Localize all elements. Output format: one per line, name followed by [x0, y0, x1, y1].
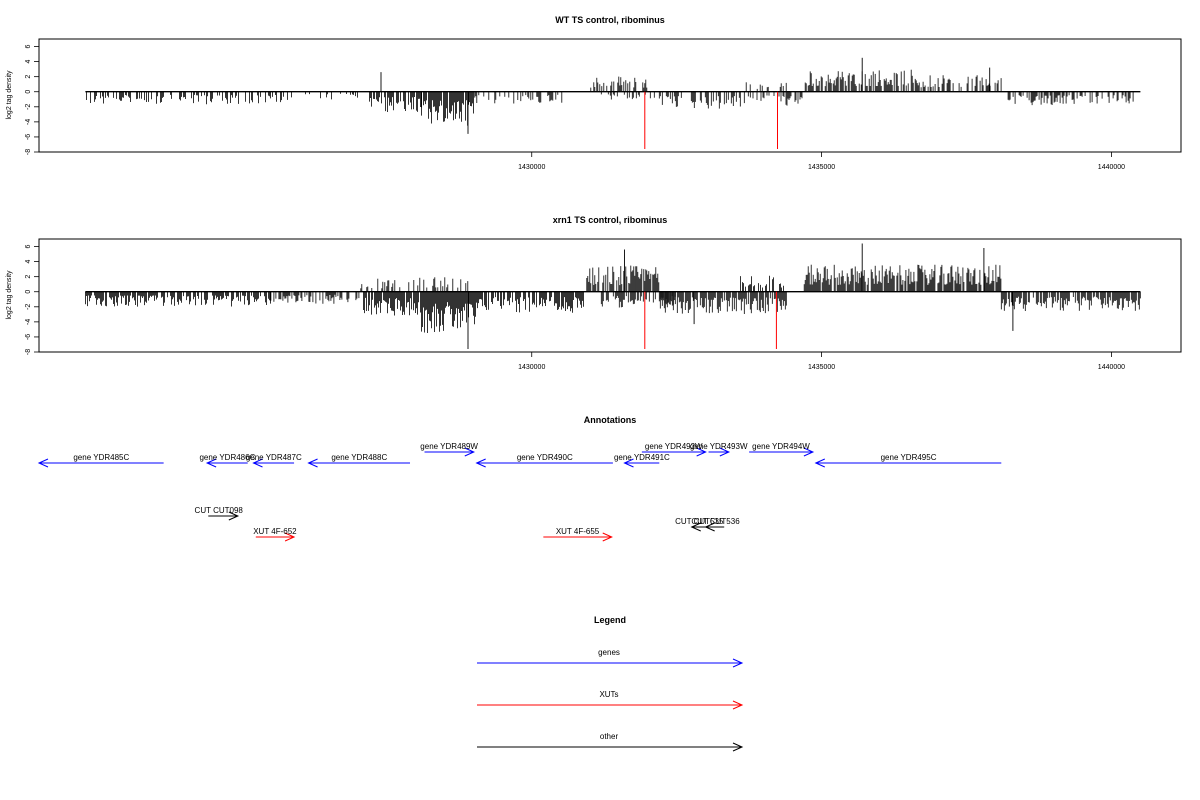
feature-label: gene YDR493W	[690, 442, 748, 451]
wt-x-tick-label: 1430000	[518, 164, 545, 171]
legend-title: Legend	[594, 615, 626, 625]
xrn1-track-y-axis: 6 4 2 0 -2 -4 -6 -8	[25, 244, 39, 355]
xrn1-track-frame	[38, 238, 1182, 353]
xrn1-y-tick-label: 4	[25, 260, 32, 264]
wt-x-tick-label: 1435000	[808, 164, 835, 171]
xrn1-x-tick-label: 1430000	[518, 364, 545, 371]
xrn1-track-x-axis: 1430000 1435000 1440000	[518, 352, 1125, 371]
feature-label: CUT CUT098	[195, 506, 244, 515]
feature-label: gene YDR491C	[614, 453, 670, 462]
legend-label: genes	[598, 648, 620, 657]
legend-label: other	[600, 732, 619, 741]
feature-arrowhead	[704, 522, 715, 532]
feature-arrowhead	[205, 458, 217, 468]
feature-label: gene YDR488C	[331, 453, 387, 462]
feature-arrowhead	[690, 522, 701, 532]
legend-arrowhead	[732, 700, 744, 710]
legend-panel: Legend genes XUTs other	[477, 615, 744, 752]
wt-track-panel: WT TS control, ribominus log2 tag densit…	[6, 15, 1182, 171]
wt-y-tick-label: -4	[25, 119, 32, 125]
xrn1-y-tick-label: -8	[25, 349, 32, 355]
xrn1-y-tick-label: 6	[25, 244, 32, 248]
feature-arrowhead	[602, 532, 613, 542]
feature-label: gene YDR495C	[881, 453, 937, 462]
feature-label: gene YDR492W	[645, 442, 703, 451]
xrn1-y-tick-label: -6	[25, 334, 32, 340]
feature-arrowhead	[719, 447, 731, 457]
wt-y-tick-label: -6	[25, 134, 32, 140]
wt-track-title: WT TS control, ribominus	[555, 15, 665, 25]
feature-arrowhead	[814, 458, 825, 468]
feature-label: CUT CUT535	[675, 517, 724, 526]
xrn1-track-panel: xrn1 TS control, ribominus log2 tag dens…	[6, 215, 1182, 371]
feature-arrowhead	[475, 458, 486, 468]
feature-arrowhead	[37, 458, 49, 468]
wt-x-tick-label: 1440000	[1098, 164, 1125, 171]
feature-label: gene YDR486C	[199, 453, 255, 462]
wt-track-y-axis: 6 4 2 0 -2 -4 -6 -8	[25, 44, 39, 155]
wt-y-tick-label: 6	[25, 44, 32, 48]
wt-y-tick-label: 4	[25, 60, 32, 64]
feature-arrowhead	[623, 458, 634, 468]
feature-label: gene YDR490C	[517, 453, 573, 462]
annotations-title: Annotations	[584, 415, 637, 425]
xrn1-x-tick-label: 1435000	[808, 364, 835, 371]
legend-arrowhead	[732, 742, 744, 752]
feature-arrowhead	[464, 447, 476, 457]
feature-arrowhead	[696, 447, 707, 457]
feature-label: CUT CUT536	[691, 517, 740, 526]
wt-y-tick-label: -8	[25, 149, 32, 155]
xrn1-y-tick-label: -2	[25, 304, 32, 310]
wt-track-x-axis: 1430000 1435000 1440000	[518, 152, 1125, 171]
feature-arrowhead	[284, 532, 296, 542]
feature-arrowhead	[228, 511, 240, 521]
xrn1-x-tick-label: 1440000	[1098, 364, 1125, 371]
wt-y-tick-label: -2	[25, 104, 32, 110]
feature-label: XUT 4F-652	[253, 527, 297, 536]
annotations-panel: Annotations gene YDR485C gene YDR486Cgene…	[37, 415, 1002, 542]
feature-arrowhead	[307, 458, 318, 468]
wt-y-tick-label: 0	[25, 90, 32, 94]
feature-arrowhead	[252, 458, 263, 468]
xrn1-track-title: xrn1 TS control, ribominus	[553, 215, 668, 225]
wt-y-tick-label: 2	[25, 75, 32, 79]
xrn1-track-bars	[85, 243, 1141, 349]
wt-track-bars	[85, 57, 1141, 149]
feature-label: gene YDR494W	[752, 442, 810, 451]
xrn1-track-ylabel: log2 tag density	[6, 270, 13, 320]
xrn1-y-tick-label: 0	[25, 290, 32, 294]
feature-label: XUT 4F-655	[556, 527, 600, 536]
feature-label: gene YDR489W	[420, 442, 478, 451]
xrn1-y-tick-label: -4	[25, 319, 32, 325]
feature-label: gene YDR485C	[73, 453, 129, 462]
wt-track-frame	[38, 38, 1182, 153]
feature-arrowhead	[803, 447, 815, 457]
legend-items: genes XUTs other	[477, 648, 744, 752]
feature-label: gene YDR487C	[246, 453, 302, 462]
wt-track-ylabel: log2 tag density	[6, 70, 13, 120]
legend-arrowhead	[732, 658, 744, 668]
xrn1-y-tick-label: 2	[25, 275, 32, 279]
legend-label: XUTs	[599, 690, 618, 699]
